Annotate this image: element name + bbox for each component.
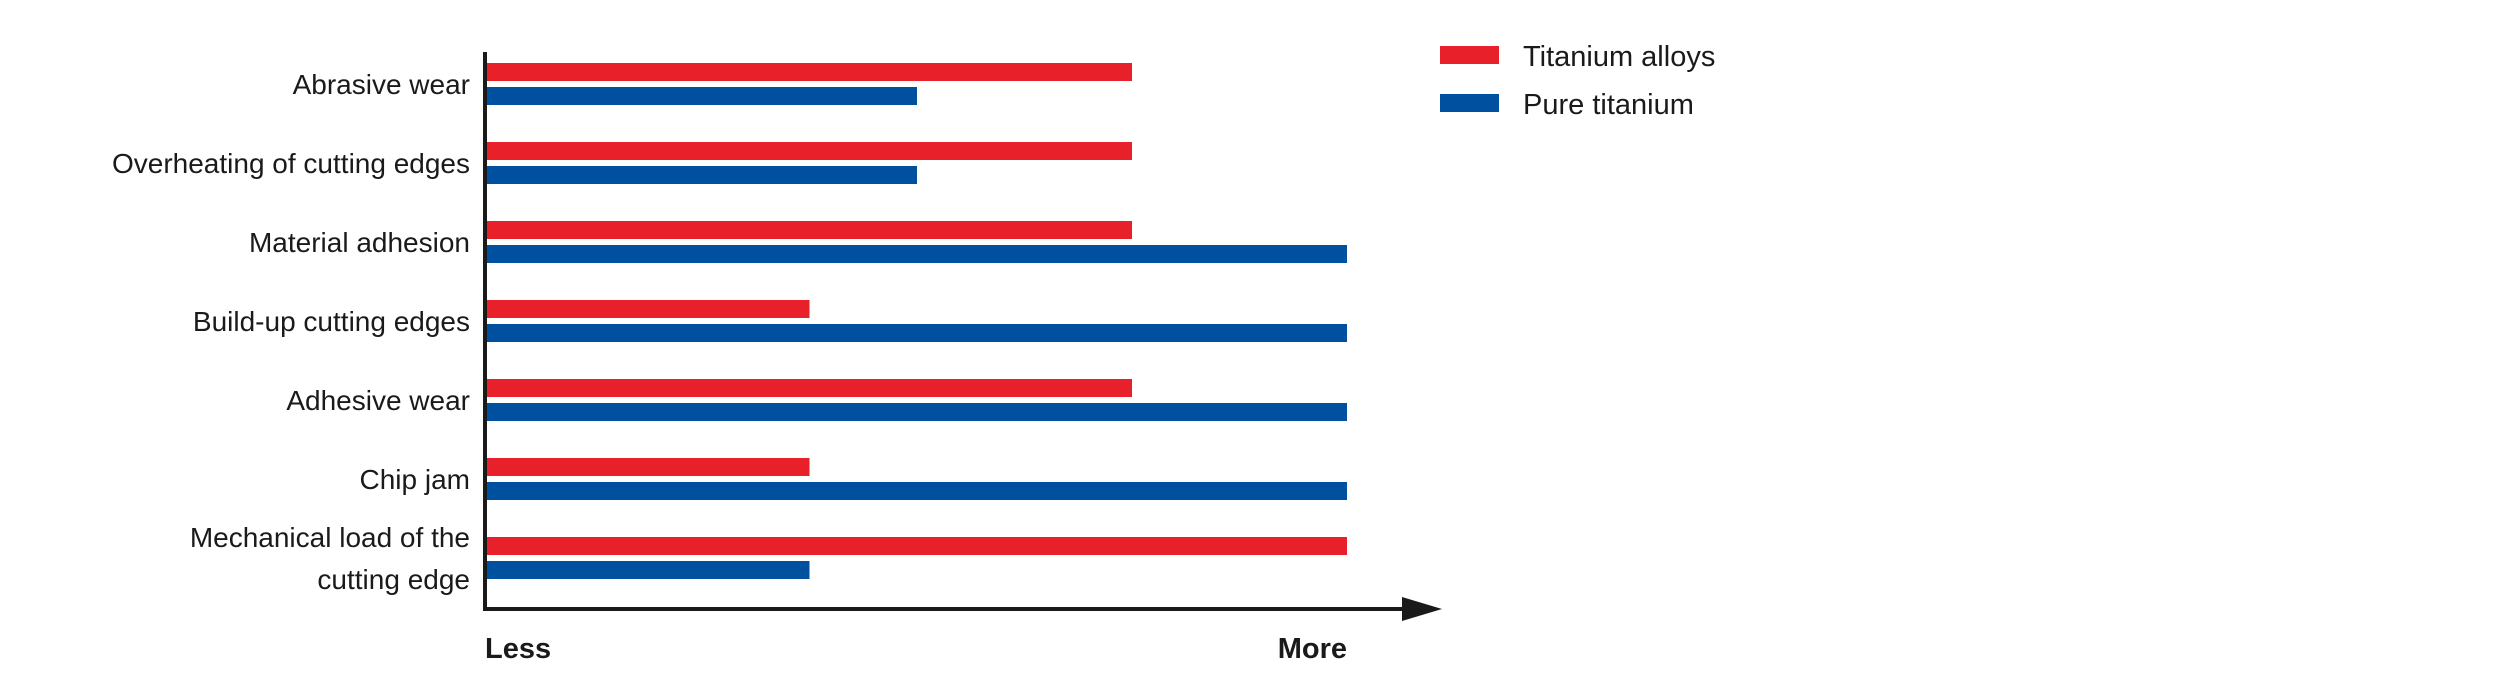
bar-pure-titanium-adhesive-wear — [487, 403, 1347, 421]
axis-end-label: More — [1278, 633, 1347, 665]
bar-titanium-alloys-build-up-cutting-edges — [487, 300, 810, 318]
bar-pure-titanium-chip-jam — [487, 482, 1347, 500]
bar-titanium-alloys-overheating-of-cutting-edges — [487, 142, 1132, 160]
x-axis-arrowhead — [1402, 597, 1442, 621]
bar-pure-titanium-overheating-of-cutting-edges — [487, 166, 917, 184]
category-label: Abrasive wear — [293, 69, 470, 100]
bar-titanium-alloys-mechanical-load-of-the-cutting-edge — [487, 537, 1347, 555]
category-label: Overheating of cutting edges — [112, 148, 470, 179]
bar-titanium-alloys-material-adhesion — [487, 221, 1132, 239]
bar-titanium-alloys-abrasive-wear — [487, 63, 1132, 81]
axis-start-label: Less — [485, 633, 551, 665]
category-label: Chip jam — [360, 464, 470, 495]
legend-swatch-pure-titanium — [1440, 94, 1499, 112]
category-label: cutting edge — [317, 564, 470, 595]
legend-label-pure-titanium: Pure titanium — [1523, 89, 1694, 121]
bar-titanium-alloys-adhesive-wear — [487, 379, 1132, 397]
bar-pure-titanium-material-adhesion — [487, 245, 1347, 263]
category-label: Adhesive wear — [286, 385, 470, 416]
legend-label-titanium-alloys: Titanium alloys — [1523, 41, 1715, 73]
bar-pure-titanium-abrasive-wear — [487, 87, 917, 105]
bar-titanium-alloys-chip-jam — [487, 458, 810, 476]
bar-pure-titanium-build-up-cutting-edges — [487, 324, 1347, 342]
category-labels: Abrasive wear Overheating of cutting edge… — [112, 69, 470, 595]
bar-pure-titanium-mechanical-load-of-the-cutting-edge — [487, 561, 810, 579]
bars — [487, 63, 1347, 579]
legend: Titanium alloys Pure titanium — [1440, 41, 1715, 121]
category-label: Mechanical load of the — [190, 522, 470, 553]
category-label: Build-up cutting edges — [193, 306, 470, 337]
category-label: Material adhesion — [249, 227, 470, 258]
legend-swatch-titanium-alloys — [1440, 46, 1499, 64]
